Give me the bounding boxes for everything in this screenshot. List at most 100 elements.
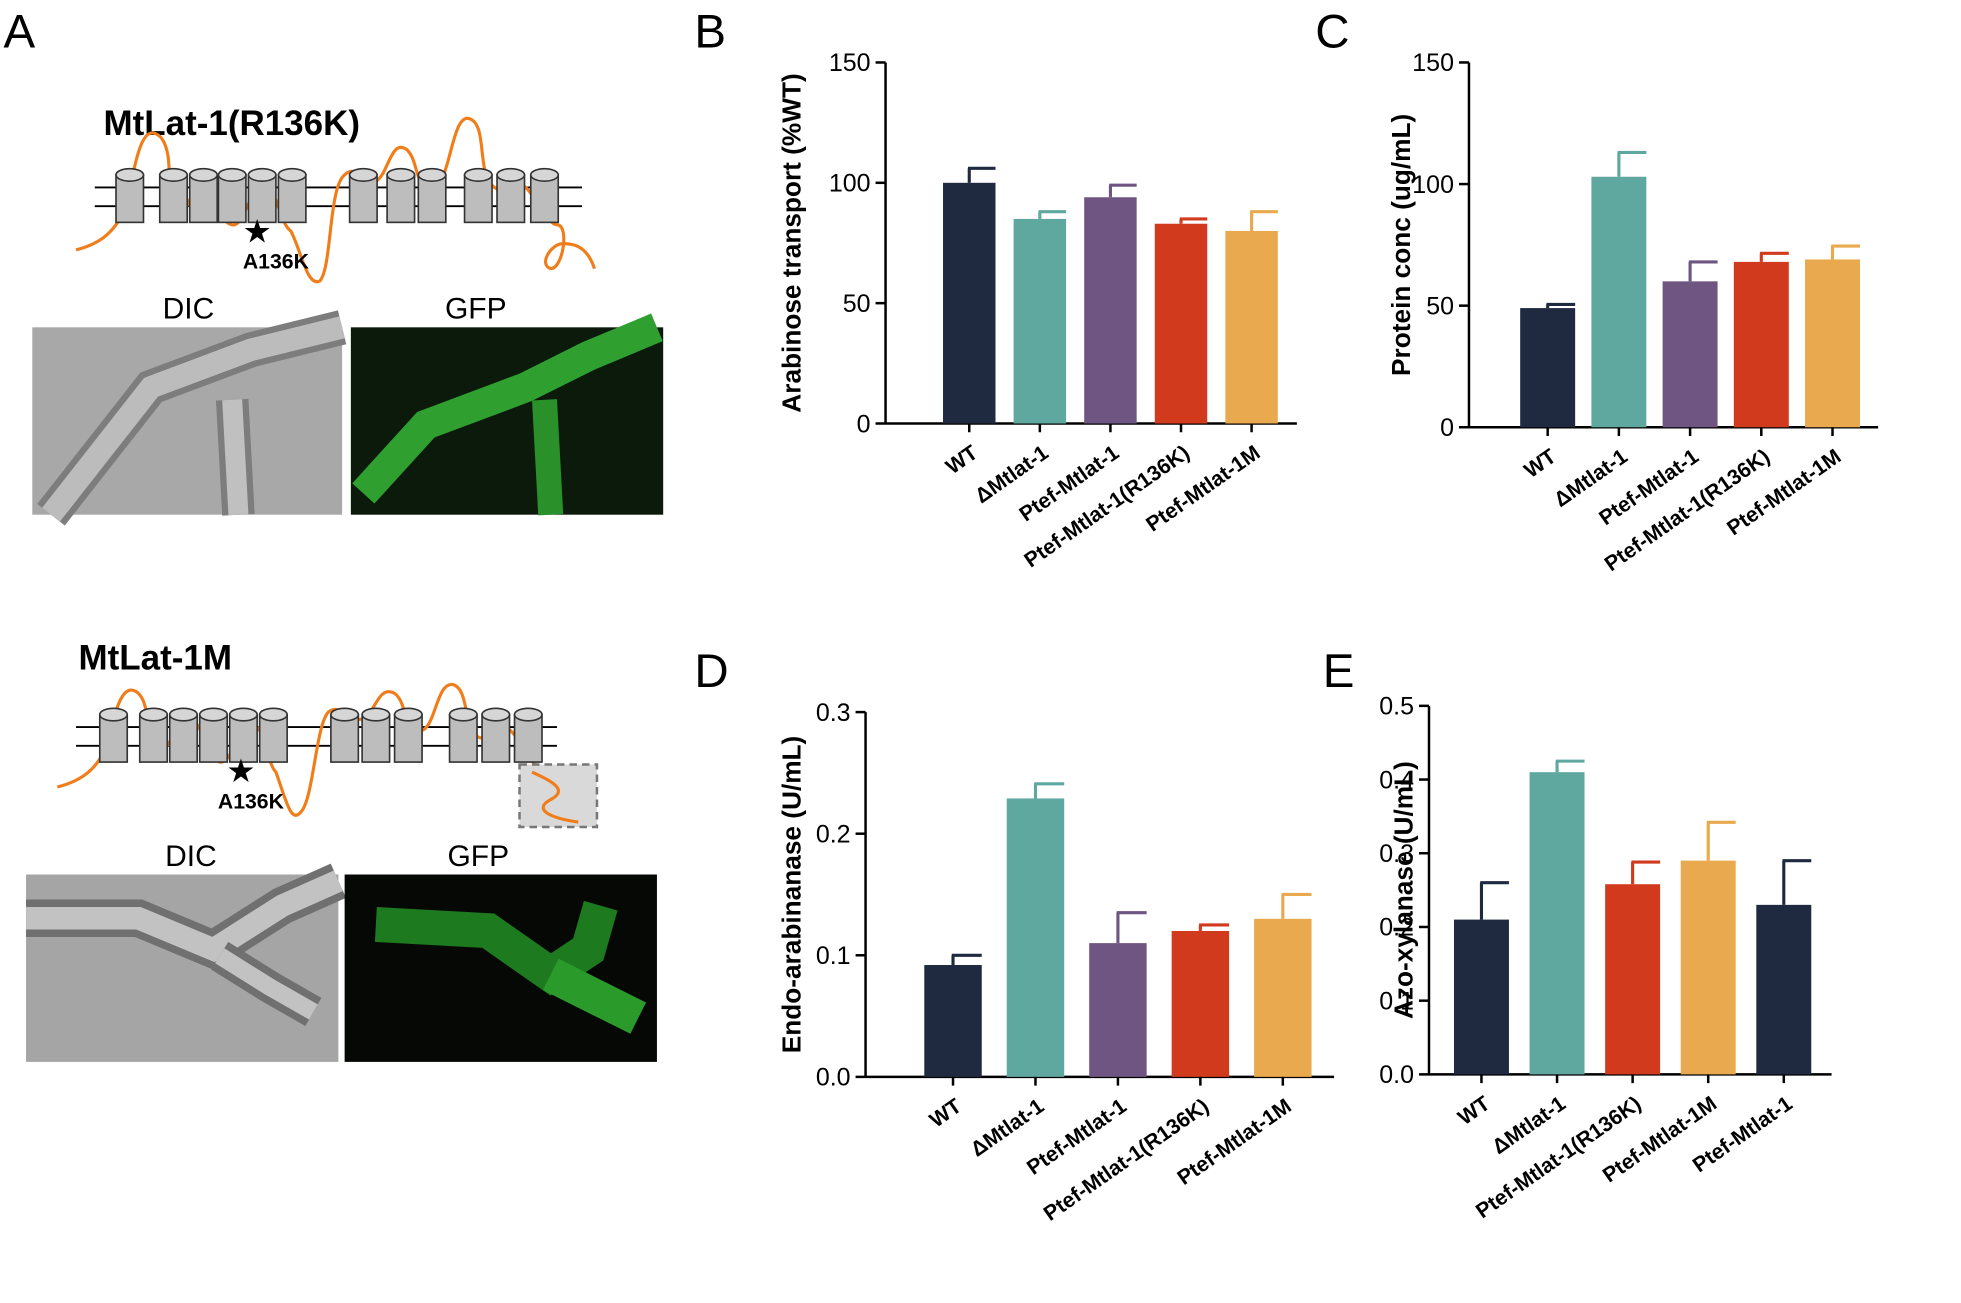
helix-top [277,167,307,182]
helix [98,713,129,763]
helix [158,174,189,224]
bar [1733,261,1789,428]
helix-top [168,707,199,722]
helix [448,713,478,763]
y-tick-label: 0.1 [816,942,851,970]
helix-top [393,707,423,722]
y-tick-label: 0.2 [1379,914,1414,942]
helix [330,713,360,763]
bar [1805,259,1860,428]
panel-label: A [4,5,36,58]
helix-top [330,707,360,722]
helix-top [481,707,511,722]
helix-top [158,167,189,182]
x-tick-label: WT [926,1095,966,1133]
helix [496,174,526,224]
membrane-diagram [56,683,599,829]
gfp-image [344,874,657,1062]
helix [138,713,169,763]
helix-top [463,167,493,182]
helix-top [496,167,526,182]
y-axis-label: Arabinose transport (%WT) [777,73,807,412]
helix [361,713,391,763]
x-tick-label: WT [1454,1092,1494,1130]
mutation-star: ★ [226,753,255,789]
image-label: DIC [163,293,215,326]
helix [393,713,423,763]
helix-top [98,707,129,722]
panel-label: C [1315,5,1349,58]
y-tick-label: 100 [1412,171,1454,199]
y-tick-label: 0.0 [816,1064,851,1092]
helix-top [247,167,277,182]
helix [188,174,219,224]
helix-top [258,707,288,722]
helix-top [115,167,145,182]
y-tick-label: 50 [843,290,871,318]
y-axis-label: Azo-xylanase (U/mL) [1389,761,1419,1019]
bar [1254,918,1312,1077]
bar [1529,772,1585,1075]
helix [513,713,543,763]
y-tick-label: 150 [829,49,871,77]
image-label: GFP [445,293,507,326]
membrane-diagram [75,117,596,284]
bar [1662,281,1718,428]
y-tick-label: 0.5 [1379,693,1414,721]
helix [463,174,493,224]
panel-label: E [1323,645,1355,698]
bar [943,182,996,424]
mutation-star: ★ [243,213,272,249]
helix [247,174,277,224]
y-tick-label: 0 [1440,414,1454,442]
bar [1756,904,1812,1075]
helix-top [138,707,169,722]
helix [258,713,288,763]
y-tick-label: 150 [1412,49,1454,77]
x-tick-label: WT [1520,445,1560,483]
bar [1013,218,1067,424]
helix [417,174,447,224]
bar [924,965,982,1077]
helix-top [188,167,219,182]
bar [1680,860,1736,1075]
helix [529,174,560,224]
y-axis-label: Endo-arabinanase (U/mL) [777,736,807,1054]
helix [481,713,511,763]
mutation-label: A136K [218,790,285,813]
bar [1089,943,1147,1077]
bar [1225,230,1278,424]
helix-top [348,167,378,182]
helix-top [217,167,247,182]
construct-title: MtLat-1M [79,639,232,678]
dic-image [32,310,347,526]
mutation-label: A136K [243,251,310,274]
x-tick-label: WT [942,441,982,479]
helix [115,174,145,224]
bar [1171,930,1230,1077]
bar [1605,884,1661,1075]
helix [198,713,228,763]
y-tick-label: 0.4 [1379,766,1414,794]
helix-top [228,707,258,722]
y-tick-label: 0.2 [816,820,851,848]
helix-top [448,707,478,722]
helix-top [529,167,560,182]
bar [1453,919,1509,1075]
bar [1154,223,1208,424]
bar [1520,308,1576,428]
y-tick-label: 50 [1426,292,1454,320]
helix [348,174,378,224]
y-axis-label: Protein conc (ug/mL) [1386,114,1416,376]
helix-top [198,707,228,722]
helix [386,174,416,224]
gfp-image [350,313,664,516]
helix-top [417,167,447,182]
helix-top [513,707,543,722]
panel-label: B [694,5,726,58]
image-label: DIC [165,840,217,873]
bar [1591,176,1647,428]
bar [1084,197,1137,424]
panel-label: D [694,645,728,698]
